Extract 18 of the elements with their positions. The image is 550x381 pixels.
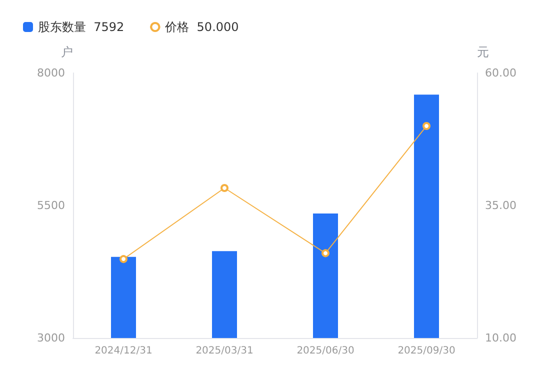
y-tick-label: 5500 xyxy=(37,199,65,212)
y-axis-title: 户 xyxy=(61,45,73,59)
point xyxy=(220,184,228,192)
legend-label: 价格 50.000 xyxy=(164,20,239,34)
legend-label: 股东数量 7592 xyxy=(38,20,124,34)
x-tick-label: 2024/12/31 xyxy=(94,346,152,356)
y2-tick-label: 35.00 xyxy=(485,199,516,212)
point xyxy=(120,255,128,264)
y2-tick-label: 60.00 xyxy=(485,66,516,80)
point xyxy=(422,122,430,130)
y2-tick-label: 10.00 xyxy=(485,332,516,344)
x-tick-label: 2025/03/31 xyxy=(196,346,254,356)
x-tick-label: 2025/09/30 xyxy=(398,346,456,356)
point xyxy=(322,249,330,258)
y2-axis-title: 元 xyxy=(477,45,489,59)
x-tick-label: 2025/06/30 xyxy=(296,346,354,356)
y-tick-label: 8000 xyxy=(37,66,65,80)
y-tick-label: 3000 xyxy=(37,332,65,344)
